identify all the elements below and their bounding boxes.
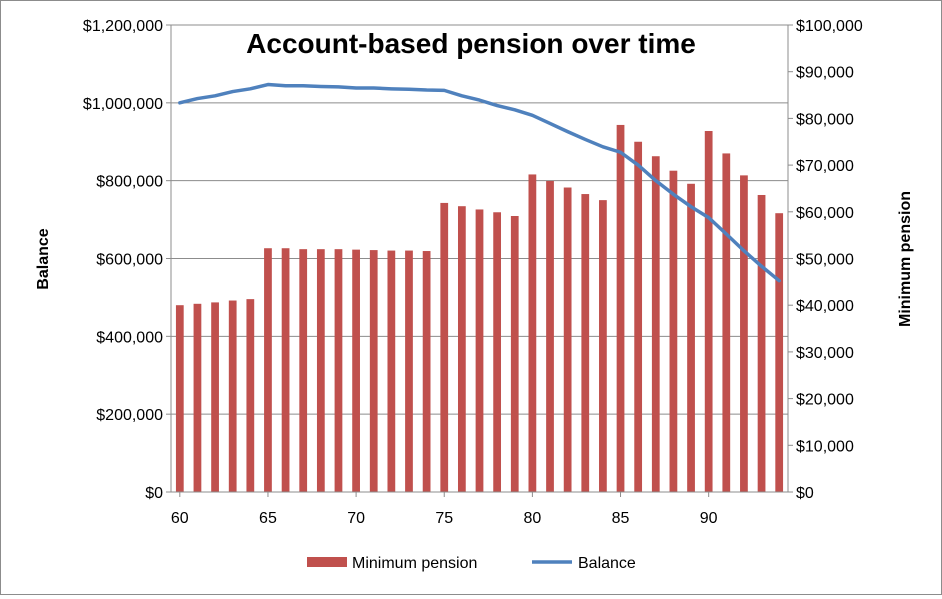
bar-minimum-pension bbox=[211, 302, 219, 492]
y-left-tick-label: $200,000 bbox=[96, 407, 163, 424]
y-right-tick-label: $40,000 bbox=[796, 298, 854, 315]
bar-minimum-pension bbox=[457, 206, 466, 493]
bar-minimum-pension bbox=[228, 300, 237, 492]
bar-minimum-pension bbox=[299, 249, 308, 492]
y-left-tick-label: $0 bbox=[145, 485, 163, 502]
legend-label-balance: Balance bbox=[578, 555, 636, 572]
legend-label-minimum-pension: Minimum pension bbox=[352, 555, 477, 572]
bar-minimum-pension bbox=[599, 200, 607, 492]
x-tick-label: 85 bbox=[612, 510, 630, 527]
bar-minimum-pension bbox=[369, 250, 378, 492]
x-tick-label: 75 bbox=[435, 510, 453, 527]
bar-minimum-pension bbox=[581, 194, 590, 492]
bar-minimum-pension bbox=[740, 175, 748, 492]
x-tick-label: 80 bbox=[523, 510, 541, 527]
y-axis-left-label: Balance bbox=[35, 228, 52, 289]
bar-minimum-pension bbox=[281, 248, 290, 492]
bar-minimum-pension bbox=[405, 250, 413, 492]
bar-series bbox=[175, 124, 784, 493]
bar-minimum-pension bbox=[634, 141, 643, 492]
bar-minimum-pension bbox=[616, 124, 625, 493]
bar-minimum-pension bbox=[510, 216, 519, 493]
bar-minimum-pension bbox=[334, 249, 343, 492]
y-right-tick-label: $70,000 bbox=[796, 158, 854, 175]
y-right-tick-label: $100,000 bbox=[796, 18, 863, 35]
axes: $0 $200,000 $400,000 $600,000 $800,000 $1,000… bbox=[83, 18, 863, 527]
line-series bbox=[178, 82, 781, 283]
bar-minimum-pension bbox=[193, 303, 202, 492]
y-left-tick-label: $1,200,000 bbox=[83, 18, 163, 35]
y-left-tick-label: $400,000 bbox=[96, 329, 163, 346]
bar-minimum-pension bbox=[546, 180, 554, 492]
y-left-tick-label: $1,000,000 bbox=[83, 96, 163, 113]
bar-minimum-pension bbox=[687, 183, 695, 492]
bar-minimum-pension bbox=[704, 131, 713, 492]
bar-minimum-pension bbox=[246, 299, 255, 492]
legend-swatch-minimum-pension bbox=[307, 557, 347, 567]
legend: Minimum pension Balance bbox=[307, 555, 636, 572]
bar-minimum-pension bbox=[722, 153, 731, 493]
bar-minimum-pension bbox=[475, 209, 484, 492]
y-right-tick-label: $90,000 bbox=[796, 65, 854, 82]
y-right-tick-label: $20,000 bbox=[796, 392, 854, 409]
bar-minimum-pension bbox=[757, 194, 766, 492]
bar-minimum-pension bbox=[422, 251, 431, 492]
bar-minimum-pension bbox=[651, 156, 660, 493]
bar-minimum-pension bbox=[528, 174, 537, 492]
x-tick-label: 70 bbox=[347, 510, 365, 527]
y-left-tick-label: $800,000 bbox=[96, 174, 163, 191]
bar-minimum-pension bbox=[387, 250, 396, 492]
y-left-tick-label: $600,000 bbox=[96, 252, 163, 269]
x-tick-label: 90 bbox=[700, 510, 718, 527]
bar-minimum-pension bbox=[440, 202, 449, 492]
x-tick-label: 65 bbox=[259, 510, 277, 527]
bar-minimum-pension bbox=[316, 249, 325, 492]
y-right-tick-label: $60,000 bbox=[796, 205, 854, 222]
bar-minimum-pension bbox=[493, 212, 502, 492]
x-tick-label: 60 bbox=[171, 510, 189, 527]
line-balance bbox=[178, 82, 781, 283]
y-right-tick-label: $30,000 bbox=[796, 345, 854, 362]
y-axis-right-label: Minimum pension bbox=[897, 191, 914, 327]
bar-minimum-pension bbox=[352, 249, 360, 492]
y-right-tick-label: $80,000 bbox=[796, 111, 854, 128]
bar-minimum-pension bbox=[175, 305, 184, 492]
bar-minimum-pension bbox=[669, 170, 678, 493]
bar-minimum-pension bbox=[264, 248, 272, 492]
bar-minimum-pension bbox=[775, 213, 784, 493]
y-right-tick-label: $10,000 bbox=[796, 438, 854, 455]
y-right-tick-label: $50,000 bbox=[796, 252, 854, 269]
y-right-tick-label: $0 bbox=[796, 485, 814, 502]
bar-minimum-pension bbox=[563, 187, 572, 493]
chart-title: Account-based pension over time bbox=[246, 28, 696, 59]
